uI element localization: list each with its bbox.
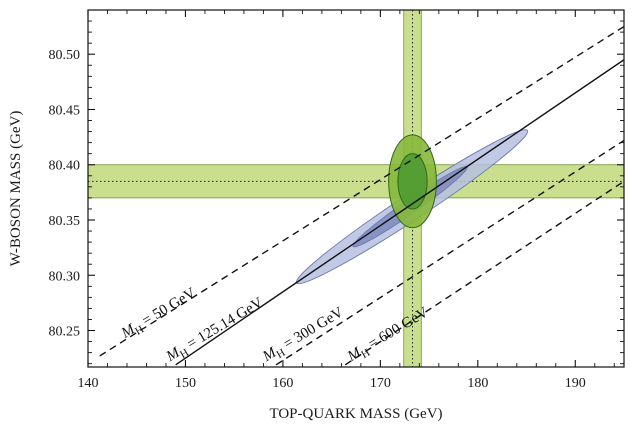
y-axis-title: W-BOSON MASS (GeV) [8,111,24,267]
y-tick-label: 80.45 [49,103,81,118]
axis-ticks: 140 150 160 170 180 190 80.25 80.30 80.35 80.40 80… [49,9,624,391]
y-tick-label: 80.35 [49,214,81,229]
y-tick-label: 80.40 [49,159,81,174]
plot-frame [87,9,625,368]
higgs-mass-line-3 [344,180,624,366]
plot-area [88,10,624,367]
x-tick-label: 150 [175,376,196,391]
x-axis-title: TOP-QUARK MASS (GeV) [269,406,442,422]
y-tick-label: 80.50 [49,48,81,63]
higgs-line-label-2: MH = 300 GeV [259,304,348,368]
y-tick-label: 80.25 [49,325,81,340]
x-tick-label: 190 [565,376,586,391]
measurement-ellipse-68 [397,153,428,210]
higgs-mass-line-2 [275,139,624,366]
x-tick-label: 170 [370,376,391,391]
higgs-mass-line-1 [175,59,624,366]
x-tick-label: 140 [78,376,99,391]
y-tick-label: 80.30 [49,269,81,284]
x-tick-label: 160 [272,376,293,391]
x-tick-label: 180 [467,376,488,391]
